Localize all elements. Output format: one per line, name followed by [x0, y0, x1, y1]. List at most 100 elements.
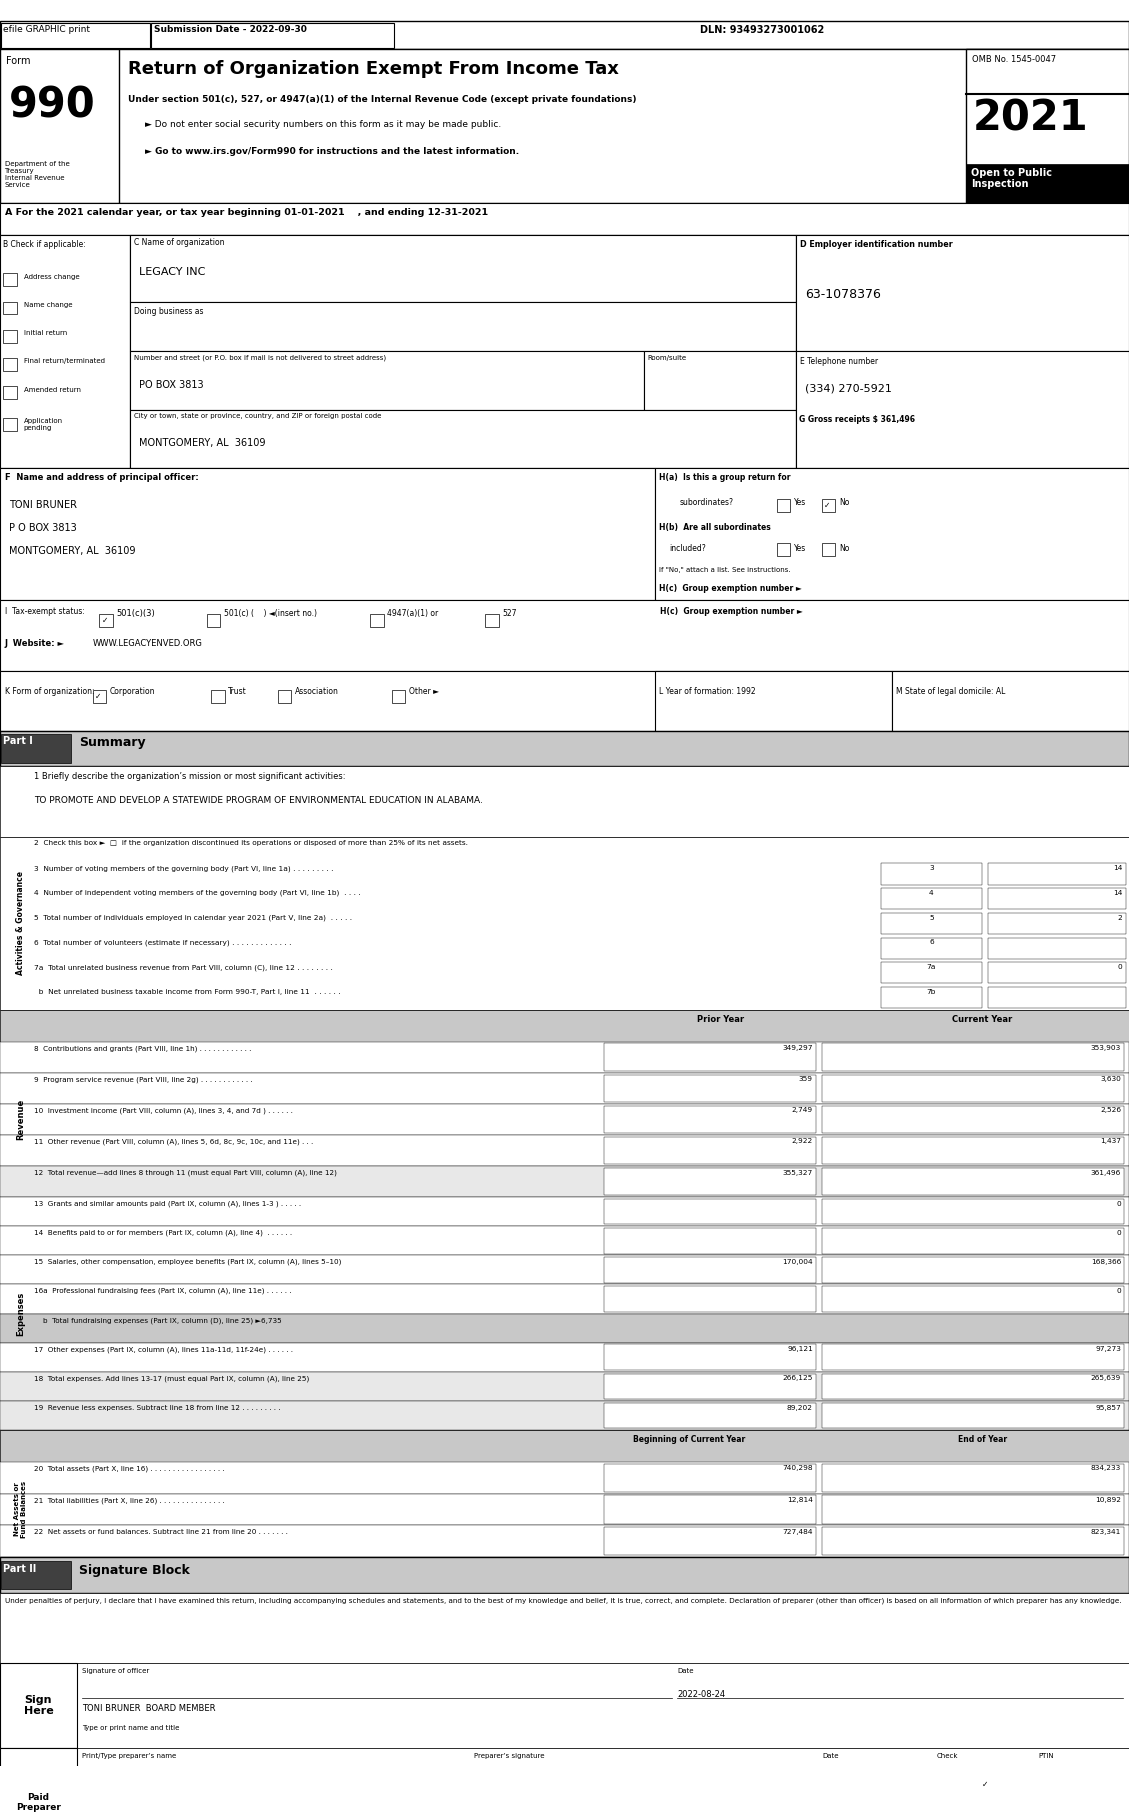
Text: efile GRAPHIC print: efile GRAPHIC print	[3, 25, 90, 34]
Text: Yes: Yes	[794, 497, 806, 506]
Bar	[0, 1136, 1129, 1166]
Bar	[3, 417, 17, 430]
Text: 990: 990	[9, 85, 96, 127]
Bar	[0, 1462, 1129, 1556]
Text: 16a  Professional fundraising fees (Part IX, column (A), line 11e) . . . . . .: 16a Professional fundraising fees (Part …	[34, 1288, 291, 1295]
Text: 2022-09-14: 2022-09-14	[822, 1776, 866, 1785]
Text: Signature Block: Signature Block	[79, 1564, 190, 1578]
Text: 14  Benefits paid to or for members (Part IX, column (A), line 4)  . . . . . .: 14 Benefits paid to or for members (Part…	[34, 1230, 292, 1235]
Text: TONI BRUNER: TONI BRUNER	[9, 499, 77, 510]
Text: 359: 359	[799, 1076, 813, 1083]
Bar	[1, 1560, 71, 1589]
Text: Submission Date - 2022-09-30: Submission Date - 2022-09-30	[154, 25, 306, 34]
Text: (334) 270-5921: (334) 270-5921	[805, 383, 892, 394]
Bar	[822, 1464, 1124, 1491]
Text: ✓: ✓	[95, 691, 100, 700]
Bar	[822, 1344, 1124, 1370]
Text: H(c)  Group exemption number ►: H(c) Group exemption number ►	[659, 584, 802, 593]
Text: Type or print name and title: Type or print name and title	[82, 1725, 180, 1731]
Text: MONTGOMERY, AL  36109: MONTGOMERY, AL 36109	[139, 437, 265, 448]
Bar	[604, 1228, 816, 1253]
Bar	[392, 689, 405, 702]
Bar	[3, 330, 17, 343]
Text: 2,749: 2,749	[791, 1107, 813, 1114]
Text: Print/Type preparer’s name: Print/Type preparer’s name	[82, 1752, 176, 1760]
Bar	[0, 1593, 1129, 1663]
Bar	[604, 1286, 816, 1312]
Text: Final return/terminated: Final return/terminated	[24, 359, 105, 365]
Bar	[0, 1400, 1129, 1429]
Bar	[0, 1072, 1129, 1105]
Text: b  Total fundraising expenses (Part IX, column (D), line 25) ►6,735: b Total fundraising expenses (Part IX, c…	[34, 1317, 281, 1324]
Text: 96,121: 96,121	[787, 1346, 813, 1351]
Text: LEGACY INC: LEGACY INC	[139, 267, 205, 276]
Bar	[604, 1043, 816, 1070]
Text: Under penalties of perjury, I declare that I have examined this return, includin: Under penalties of perjury, I declare th…	[5, 1598, 1121, 1604]
Bar	[0, 836, 1129, 1010]
Text: 527: 527	[502, 610, 517, 619]
Text: Beginning of Current Year: Beginning of Current Year	[632, 1435, 745, 1444]
Text: WWW.LEGACYENVED.ORG: WWW.LEGACYENVED.ORG	[93, 639, 202, 648]
Bar	[822, 1495, 1124, 1524]
Text: I  Tax-exempt status:: I Tax-exempt status:	[5, 608, 85, 617]
Text: 0: 0	[1117, 1288, 1121, 1293]
Bar	[0, 203, 1129, 234]
Bar	[822, 1373, 1124, 1399]
Text: 97,273: 97,273	[1095, 1346, 1121, 1351]
Bar	[604, 1105, 816, 1134]
Text: 4: 4	[929, 891, 934, 896]
Bar	[822, 1402, 1124, 1428]
Bar	[485, 615, 499, 628]
Text: H(a)  Is this a group return for: H(a) Is this a group return for	[659, 473, 790, 483]
Text: ✓: ✓	[982, 1780, 988, 1789]
Text: Department of the
Treasury
Internal Revenue
Service: Department of the Treasury Internal Reve…	[5, 161, 69, 187]
Text: K Form of organization:: K Form of organization:	[5, 688, 94, 697]
Bar	[822, 1228, 1124, 1253]
Text: 170,004: 170,004	[782, 1259, 813, 1264]
Text: Preparer’s signature: Preparer’s signature	[474, 1752, 544, 1760]
Text: 7b: 7b	[927, 989, 936, 994]
Text: E Telephone number: E Telephone number	[800, 357, 878, 366]
Text: if
self-employed: if self-employed	[942, 1769, 980, 1780]
Text: Doing business as: Doing business as	[134, 307, 204, 316]
Bar	[988, 863, 1126, 885]
Text: 18  Total expenses. Add lines 13-17 (must equal Part IX, column (A), line 25): 18 Total expenses. Add lines 13-17 (must…	[34, 1375, 309, 1382]
Bar	[370, 615, 384, 628]
Text: 4  Number of independent voting members of the governing body (Part VI, line 1b): 4 Number of independent voting members o…	[34, 891, 360, 896]
Text: Address change: Address change	[24, 274, 79, 279]
Bar	[881, 938, 982, 960]
Bar	[0, 234, 1129, 468]
Text: 63-1078376: 63-1078376	[805, 288, 881, 301]
Bar	[0, 1556, 1129, 1593]
Text: H(c)  Group exemption number ►: H(c) Group exemption number ►	[660, 608, 803, 617]
Text: Trust: Trust	[228, 688, 247, 697]
Text: 168,366: 168,366	[1091, 1259, 1121, 1264]
Bar	[822, 544, 835, 557]
Text: PTIN: PTIN	[1039, 1752, 1054, 1760]
Text: City or town, state or province, country, and ZIP or foreign postal code: City or town, state or province, country…	[134, 414, 382, 419]
Bar	[604, 1199, 816, 1224]
Text: End of Year: End of Year	[957, 1435, 1007, 1444]
Text: Expenses: Expenses	[16, 1292, 25, 1335]
Bar	[0, 1342, 1129, 1371]
Bar	[207, 615, 220, 628]
Bar	[796, 234, 1129, 468]
Bar	[777, 499, 790, 512]
Text: P O BOX 3813: P O BOX 3813	[9, 522, 77, 533]
Bar	[0, 49, 119, 203]
Bar	[655, 671, 892, 731]
Bar	[604, 1527, 816, 1555]
Bar	[130, 301, 796, 352]
Text: Amended return: Amended return	[24, 386, 80, 392]
Text: 0: 0	[1117, 1230, 1121, 1235]
Text: TO PROMOTE AND DEVELOP A STATEWIDE PROGRAM OF ENVIRONMENTAL EDUCATION IN ALABAMA: TO PROMOTE AND DEVELOP A STATEWIDE PROGR…	[34, 796, 483, 805]
Text: MONTGOMERY, AL  36109: MONTGOMERY, AL 36109	[9, 546, 135, 555]
Bar	[822, 1074, 1124, 1103]
Text: Under section 501(c), 527, or 4947(a)(1) of the Internal Revenue Code (except pr: Under section 501(c), 527, or 4947(a)(1)…	[128, 96, 636, 105]
Text: Check: Check	[937, 1752, 959, 1760]
Text: 0: 0	[1117, 1201, 1121, 1206]
Text: 0: 0	[1118, 963, 1122, 970]
Bar	[0, 1197, 1129, 1429]
Bar	[822, 1286, 1124, 1312]
Text: subordinates?: subordinates?	[680, 497, 734, 506]
